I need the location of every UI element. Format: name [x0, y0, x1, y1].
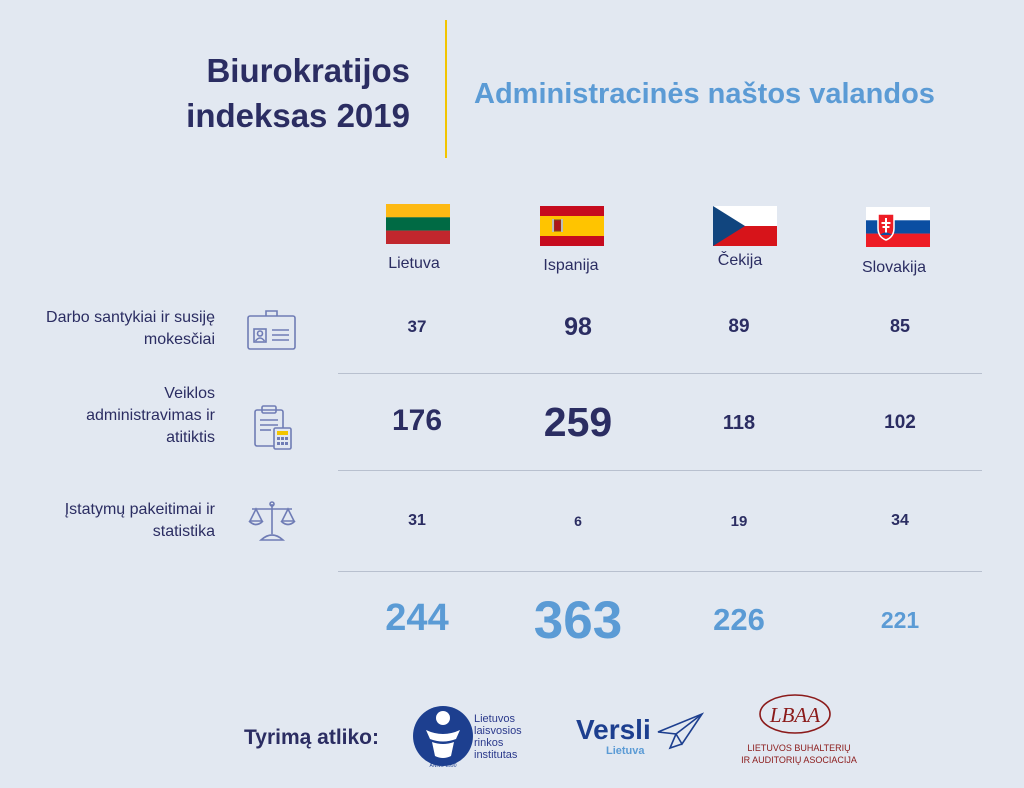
llri-logo-icon: ANNO 1990	[413, 706, 473, 769]
page-subtitle: Administracinės naštos valandos	[474, 78, 935, 110]
llri-line: laisvosios	[474, 725, 522, 737]
versli-logo-sub: Lietuva	[606, 745, 645, 757]
value-darbo-lietuva: 37	[407, 317, 427, 336]
value-darbo-ispanija: 98	[564, 313, 592, 341]
value-istatymu-slovakija: 34	[891, 512, 909, 529]
total-slovakija: 221	[880, 607, 920, 633]
country-cekija: Čekija	[717, 252, 763, 269]
row-separator	[338, 373, 982, 374]
row-label-veiklos-administravimas: Veiklos administravimas ir atitiktis	[0, 383, 215, 449]
value-istatymu-lietuva: 31	[408, 512, 426, 529]
row-separator	[338, 571, 982, 572]
lbaa-line: LIETUVOS BUHALTERIŲ	[747, 743, 851, 753]
row-label-line: atitiktis	[166, 429, 215, 446]
value-veiklos-cekija: 118	[722, 412, 756, 434]
row-label-line: mokesčiai	[143, 331, 215, 348]
row-label-line: statistika	[152, 523, 215, 540]
lbaa-logo-text: LIETUVOS BUHALTERIŲ IR AUDITORIŲ ASOCIAC…	[737, 742, 861, 766]
slovakia-flag-icon	[866, 207, 930, 247]
llri-line: Lietuvos	[474, 713, 515, 725]
value-istatymu-cekija: 19	[730, 513, 748, 530]
clipboard-calculator-icon	[254, 405, 292, 450]
row-label-darbo-santykiai: Darbo santykiai ir susiję mokesčiai	[0, 307, 215, 351]
page-title: Biurokratijos indeksas 2019	[186, 48, 410, 138]
value-darbo-cekija: 89	[728, 316, 750, 337]
title-line-1: Biurokratijos	[206, 52, 410, 89]
lbaa-mark-text: LBAA	[769, 703, 820, 727]
llri-line: institutas	[474, 749, 518, 761]
versli-logo-text: Versli	[576, 714, 651, 745]
country-slovakija: Slovakija	[861, 259, 927, 276]
total-cekija: 226	[713, 602, 765, 637]
total-ispanija: 363	[533, 591, 623, 650]
scales-icon	[248, 501, 296, 541]
row-label-line: Įstatymų pakeitimai ir	[64, 501, 215, 518]
row-label-line: Darbo santykiai ir susiję	[46, 309, 215, 326]
row-label-istatymu-pakeitimai: Įstatymų pakeitimai ir statistika	[0, 499, 215, 543]
lithuania-flag-icon	[386, 204, 450, 244]
country-ispanija: Ispanija	[543, 257, 599, 274]
czechia-flag-icon	[713, 206, 777, 246]
value-veiklos-lietuva: 176	[391, 404, 443, 437]
lbaa-logo-icon: LBAA	[759, 694, 831, 734]
value-darbo-slovakija: 85	[889, 316, 911, 336]
value-veiklos-slovakija: 102	[884, 412, 916, 433]
spain-flag-icon	[540, 206, 604, 246]
paper-plane-icon	[657, 712, 704, 750]
lbaa-line: IR AUDITORIŲ ASOCIACIJA	[741, 755, 857, 765]
row-label-line: administravimas ir	[86, 407, 215, 424]
footer-label: Tyrimą atliko:	[244, 726, 379, 749]
row-label-line: Veiklos	[164, 385, 215, 402]
row-separator	[338, 470, 982, 471]
value-veiklos-ispanija: 259	[543, 399, 613, 445]
llri-logo-text: Lietuvos laisvosios rinkos institutas	[474, 713, 522, 761]
id-card-icon	[247, 310, 296, 350]
title-line-2: indeksas 2019	[186, 97, 410, 134]
llri-anno-text: ANNO 1990	[430, 763, 457, 769]
total-lietuva: 244	[385, 597, 449, 639]
country-lietuva: Lietuva	[388, 255, 440, 272]
value-istatymu-ispanija: 6	[574, 513, 582, 529]
header-divider	[445, 20, 447, 158]
llri-line: rinkos	[474, 737, 504, 749]
